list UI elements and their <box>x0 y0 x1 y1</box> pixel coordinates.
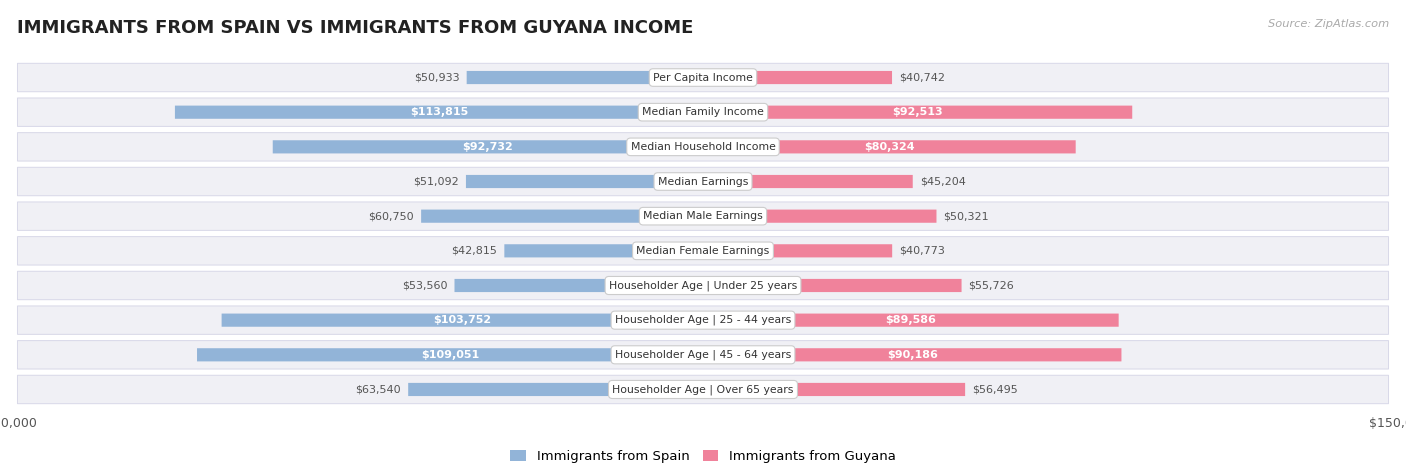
FancyBboxPatch shape <box>197 348 703 361</box>
Text: Median Female Earnings: Median Female Earnings <box>637 246 769 256</box>
Legend: Immigrants from Spain, Immigrants from Guyana: Immigrants from Spain, Immigrants from G… <box>505 445 901 467</box>
FancyBboxPatch shape <box>465 175 703 188</box>
Text: $40,773: $40,773 <box>900 246 945 256</box>
FancyBboxPatch shape <box>17 306 1389 334</box>
Text: $50,321: $50,321 <box>943 211 988 221</box>
Text: $109,051: $109,051 <box>420 350 479 360</box>
FancyBboxPatch shape <box>422 210 703 223</box>
Text: Householder Age | 45 - 64 years: Householder Age | 45 - 64 years <box>614 350 792 360</box>
FancyBboxPatch shape <box>17 340 1389 369</box>
FancyBboxPatch shape <box>17 375 1389 403</box>
FancyBboxPatch shape <box>17 64 1389 92</box>
FancyBboxPatch shape <box>703 175 912 188</box>
FancyBboxPatch shape <box>17 167 1389 196</box>
Text: $92,513: $92,513 <box>893 107 943 117</box>
FancyBboxPatch shape <box>703 71 891 84</box>
Text: $45,204: $45,204 <box>920 177 966 186</box>
FancyBboxPatch shape <box>703 279 962 292</box>
Text: $55,726: $55,726 <box>969 281 1014 290</box>
FancyBboxPatch shape <box>17 98 1389 127</box>
FancyBboxPatch shape <box>703 140 1076 154</box>
Text: Householder Age | 25 - 44 years: Householder Age | 25 - 44 years <box>614 315 792 325</box>
FancyBboxPatch shape <box>17 133 1389 161</box>
FancyBboxPatch shape <box>222 313 703 327</box>
FancyBboxPatch shape <box>17 237 1389 265</box>
FancyBboxPatch shape <box>703 348 1122 361</box>
Text: Median Household Income: Median Household Income <box>630 142 776 152</box>
Text: IMMIGRANTS FROM SPAIN VS IMMIGRANTS FROM GUYANA INCOME: IMMIGRANTS FROM SPAIN VS IMMIGRANTS FROM… <box>17 19 693 37</box>
Text: $60,750: $60,750 <box>368 211 415 221</box>
FancyBboxPatch shape <box>174 106 703 119</box>
Text: Householder Age | Over 65 years: Householder Age | Over 65 years <box>612 384 794 395</box>
Text: $80,324: $80,324 <box>865 142 915 152</box>
FancyBboxPatch shape <box>703 106 1132 119</box>
FancyBboxPatch shape <box>454 279 703 292</box>
FancyBboxPatch shape <box>273 140 703 154</box>
FancyBboxPatch shape <box>17 271 1389 300</box>
Text: $56,495: $56,495 <box>972 384 1018 395</box>
Text: $103,752: $103,752 <box>433 315 491 325</box>
Text: Householder Age | Under 25 years: Householder Age | Under 25 years <box>609 280 797 291</box>
Text: $53,560: $53,560 <box>402 281 447 290</box>
FancyBboxPatch shape <box>505 244 703 257</box>
Text: $50,933: $50,933 <box>415 72 460 83</box>
Text: Median Earnings: Median Earnings <box>658 177 748 186</box>
Text: $51,092: $51,092 <box>413 177 458 186</box>
FancyBboxPatch shape <box>703 244 893 257</box>
FancyBboxPatch shape <box>17 202 1389 230</box>
Text: $63,540: $63,540 <box>356 384 401 395</box>
Text: $42,815: $42,815 <box>451 246 498 256</box>
FancyBboxPatch shape <box>703 383 965 396</box>
Text: Per Capita Income: Per Capita Income <box>652 72 754 83</box>
Text: $92,732: $92,732 <box>463 142 513 152</box>
FancyBboxPatch shape <box>703 313 1119 327</box>
Text: $113,815: $113,815 <box>409 107 468 117</box>
FancyBboxPatch shape <box>467 71 703 84</box>
FancyBboxPatch shape <box>408 383 703 396</box>
FancyBboxPatch shape <box>703 210 936 223</box>
Text: Source: ZipAtlas.com: Source: ZipAtlas.com <box>1268 19 1389 28</box>
Text: Median Male Earnings: Median Male Earnings <box>643 211 763 221</box>
Text: $40,742: $40,742 <box>898 72 945 83</box>
Text: Median Family Income: Median Family Income <box>643 107 763 117</box>
Text: $89,586: $89,586 <box>886 315 936 325</box>
Text: $90,186: $90,186 <box>887 350 938 360</box>
